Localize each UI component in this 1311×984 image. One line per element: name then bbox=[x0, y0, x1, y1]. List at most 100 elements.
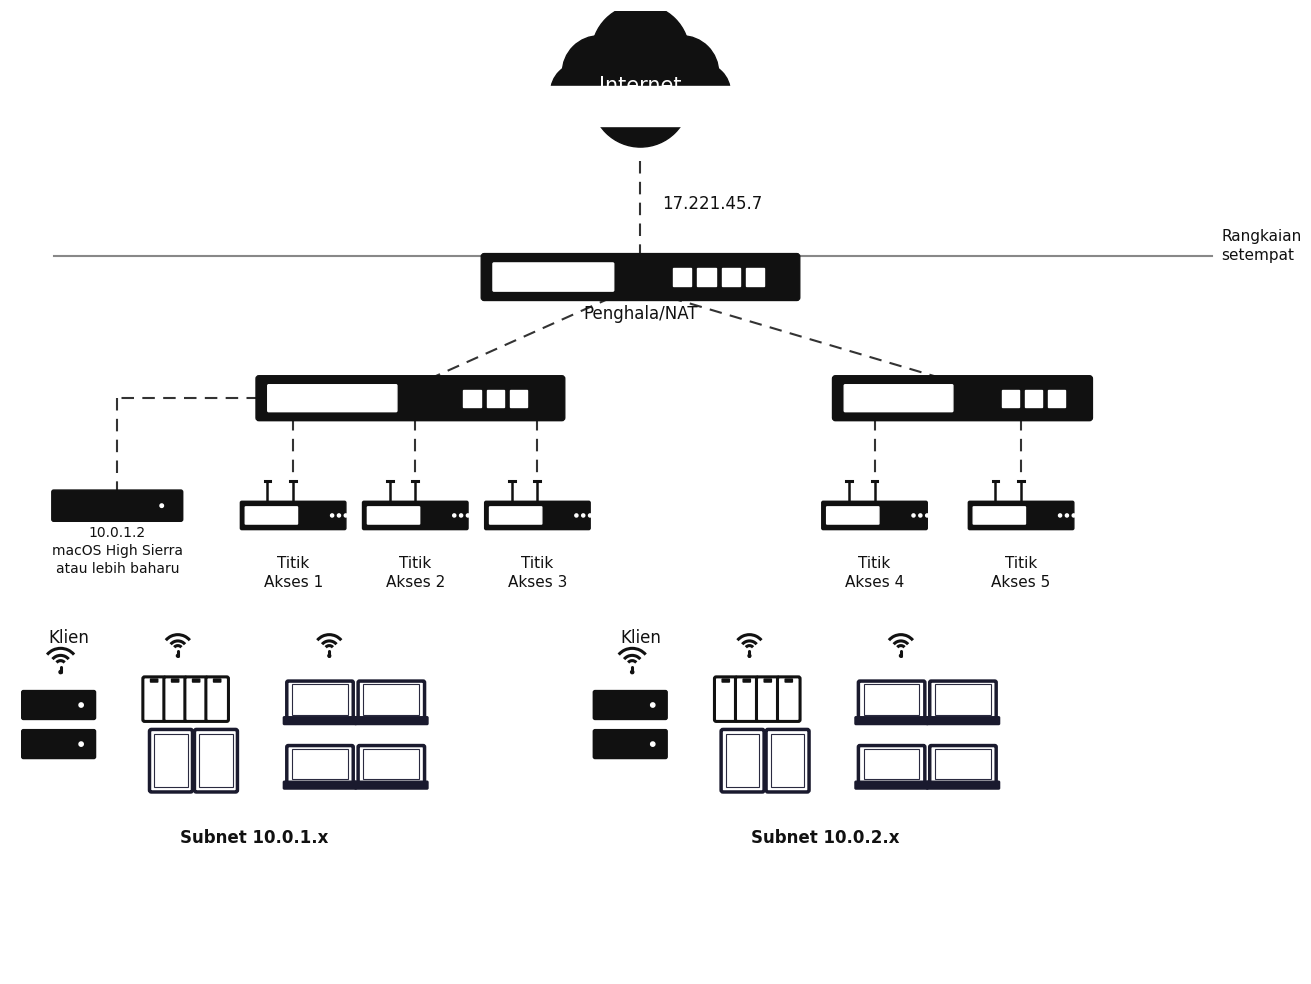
FancyBboxPatch shape bbox=[292, 685, 347, 714]
Text: Penghala/NAT: Penghala/NAT bbox=[583, 305, 697, 324]
Text: Rangkaian
setempat: Rangkaian setempat bbox=[1222, 229, 1302, 263]
Circle shape bbox=[650, 742, 656, 746]
FancyBboxPatch shape bbox=[764, 679, 771, 682]
Text: 17.221.45.7: 17.221.45.7 bbox=[662, 195, 762, 213]
Circle shape bbox=[330, 514, 334, 517]
FancyBboxPatch shape bbox=[358, 681, 425, 719]
FancyBboxPatch shape bbox=[267, 385, 397, 411]
Circle shape bbox=[919, 514, 922, 517]
FancyBboxPatch shape bbox=[714, 677, 737, 721]
Text: Internet: Internet bbox=[599, 77, 682, 96]
Text: Subnet 10.0.1.x: Subnet 10.0.1.x bbox=[180, 830, 328, 847]
FancyBboxPatch shape bbox=[185, 677, 207, 721]
FancyBboxPatch shape bbox=[859, 681, 924, 719]
Ellipse shape bbox=[552, 90, 729, 127]
Text: 10.0.1.2
macOS High Sierra
atau lebih baharu: 10.0.1.2 macOS High Sierra atau lebih ba… bbox=[51, 526, 182, 576]
Circle shape bbox=[671, 63, 730, 122]
Circle shape bbox=[574, 514, 578, 517]
FancyBboxPatch shape bbox=[52, 490, 182, 522]
FancyBboxPatch shape bbox=[292, 749, 347, 779]
Circle shape bbox=[79, 742, 84, 746]
FancyBboxPatch shape bbox=[697, 268, 716, 286]
FancyBboxPatch shape bbox=[735, 677, 758, 721]
FancyBboxPatch shape bbox=[726, 734, 759, 787]
FancyBboxPatch shape bbox=[594, 691, 667, 719]
Circle shape bbox=[899, 654, 902, 657]
FancyBboxPatch shape bbox=[206, 677, 228, 721]
FancyBboxPatch shape bbox=[287, 746, 353, 783]
FancyBboxPatch shape bbox=[1002, 390, 1019, 406]
Text: Klien: Klien bbox=[49, 629, 89, 646]
Circle shape bbox=[650, 703, 656, 707]
Circle shape bbox=[617, 41, 703, 128]
FancyBboxPatch shape bbox=[358, 746, 425, 783]
Circle shape bbox=[589, 514, 591, 517]
Circle shape bbox=[1058, 514, 1062, 517]
Circle shape bbox=[562, 35, 637, 110]
FancyBboxPatch shape bbox=[859, 746, 924, 783]
Circle shape bbox=[160, 504, 164, 508]
FancyBboxPatch shape bbox=[969, 501, 1074, 529]
FancyBboxPatch shape bbox=[855, 781, 928, 789]
Circle shape bbox=[551, 63, 610, 122]
FancyBboxPatch shape bbox=[927, 781, 999, 789]
FancyBboxPatch shape bbox=[673, 268, 691, 286]
FancyBboxPatch shape bbox=[855, 716, 928, 724]
FancyBboxPatch shape bbox=[193, 679, 199, 682]
FancyBboxPatch shape bbox=[355, 716, 427, 724]
FancyBboxPatch shape bbox=[548, 87, 733, 126]
Circle shape bbox=[1066, 514, 1068, 517]
FancyBboxPatch shape bbox=[844, 385, 953, 411]
FancyBboxPatch shape bbox=[510, 390, 527, 406]
FancyBboxPatch shape bbox=[155, 734, 187, 787]
Text: Titik
Akses 5: Titik Akses 5 bbox=[991, 556, 1050, 589]
Text: Subnet 10.0.2.x: Subnet 10.0.2.x bbox=[751, 830, 899, 847]
FancyBboxPatch shape bbox=[594, 729, 667, 759]
FancyBboxPatch shape bbox=[22, 729, 96, 759]
Circle shape bbox=[177, 654, 180, 657]
FancyBboxPatch shape bbox=[722, 679, 729, 682]
FancyBboxPatch shape bbox=[721, 729, 764, 792]
FancyBboxPatch shape bbox=[283, 716, 357, 724]
Text: Titik
Akses 3: Titik Akses 3 bbox=[507, 556, 568, 589]
Text: Titik
Akses 2: Titik Akses 2 bbox=[385, 556, 444, 589]
FancyBboxPatch shape bbox=[929, 681, 996, 719]
FancyBboxPatch shape bbox=[822, 501, 927, 529]
Text: Titik
Akses 1: Titik Akses 1 bbox=[264, 556, 323, 589]
Circle shape bbox=[578, 41, 663, 128]
FancyBboxPatch shape bbox=[363, 749, 420, 779]
FancyBboxPatch shape bbox=[363, 685, 420, 714]
Circle shape bbox=[1072, 514, 1075, 517]
FancyBboxPatch shape bbox=[1025, 390, 1042, 406]
FancyBboxPatch shape bbox=[864, 685, 919, 714]
FancyBboxPatch shape bbox=[240, 501, 346, 529]
FancyBboxPatch shape bbox=[756, 677, 779, 721]
Circle shape bbox=[79, 703, 84, 707]
Circle shape bbox=[912, 514, 915, 517]
Circle shape bbox=[631, 670, 633, 674]
FancyBboxPatch shape bbox=[481, 254, 800, 300]
Circle shape bbox=[328, 654, 330, 657]
Circle shape bbox=[337, 514, 341, 517]
FancyBboxPatch shape bbox=[493, 263, 614, 291]
Text: Titik
Akses 4: Titik Akses 4 bbox=[844, 556, 905, 589]
FancyBboxPatch shape bbox=[199, 734, 232, 787]
FancyBboxPatch shape bbox=[864, 749, 919, 779]
FancyBboxPatch shape bbox=[485, 501, 590, 529]
FancyBboxPatch shape bbox=[746, 268, 764, 286]
FancyBboxPatch shape bbox=[973, 507, 1025, 524]
FancyBboxPatch shape bbox=[22, 691, 96, 719]
FancyBboxPatch shape bbox=[164, 677, 186, 721]
FancyBboxPatch shape bbox=[463, 390, 481, 406]
Circle shape bbox=[749, 654, 751, 657]
FancyBboxPatch shape bbox=[367, 507, 420, 524]
FancyBboxPatch shape bbox=[486, 390, 503, 406]
FancyBboxPatch shape bbox=[287, 681, 353, 719]
Circle shape bbox=[59, 670, 62, 674]
Circle shape bbox=[452, 514, 456, 517]
FancyBboxPatch shape bbox=[929, 746, 996, 783]
FancyBboxPatch shape bbox=[355, 781, 427, 789]
FancyBboxPatch shape bbox=[832, 376, 1092, 421]
Text: Klien: Klien bbox=[620, 629, 661, 646]
FancyBboxPatch shape bbox=[777, 677, 800, 721]
